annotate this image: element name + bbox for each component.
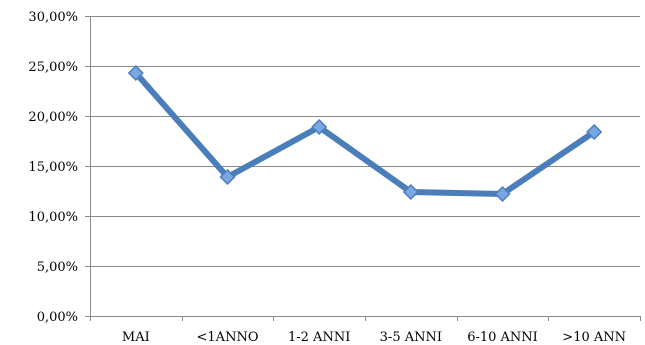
y-tick-label: 25,00% [28, 60, 78, 75]
data-point-marker [402, 183, 419, 201]
data-point-marker [219, 168, 236, 186]
x-tick-labels: MAI <1ANNO 1-2 ANNI 3-5 ANNI 6-10 ANNI >10 AN… [122, 330, 626, 345]
x-tick-label: MAI [122, 330, 150, 345]
y-tick-label: 5,00% [37, 260, 78, 275]
y-tick-label: 20,00% [28, 110, 78, 125]
x-tick-label: 1-2 ANNI [288, 330, 350, 345]
x-tick-label: <1ANNO [197, 330, 259, 345]
data-point-marker [127, 64, 144, 82]
y-tick-label: 10,00% [28, 210, 78, 225]
data-point-marker [494, 185, 511, 203]
y-tick-label: 0,00% [37, 310, 78, 325]
data-point-marker [586, 123, 603, 141]
data-point-marker [311, 118, 328, 136]
x-tick-label: 3-5 ANNI [380, 330, 442, 345]
series-line [132, 70, 598, 197]
x-tick-label: 6-10 ANNI [467, 330, 538, 345]
y-tick-label: 15,00% [28, 160, 78, 175]
gridlines [90, 16, 640, 267]
x-tick-label: >10 ANN [562, 330, 626, 345]
data-markers [127, 64, 603, 203]
y-tick-label: 30,00% [28, 10, 78, 25]
axes [85, 16, 641, 321]
series-0-line [132, 70, 598, 197]
y-tick-labels: 0,00% 5,00% 10,00% 15,00% 20,00% 25,00% 30,00% [28, 10, 78, 325]
